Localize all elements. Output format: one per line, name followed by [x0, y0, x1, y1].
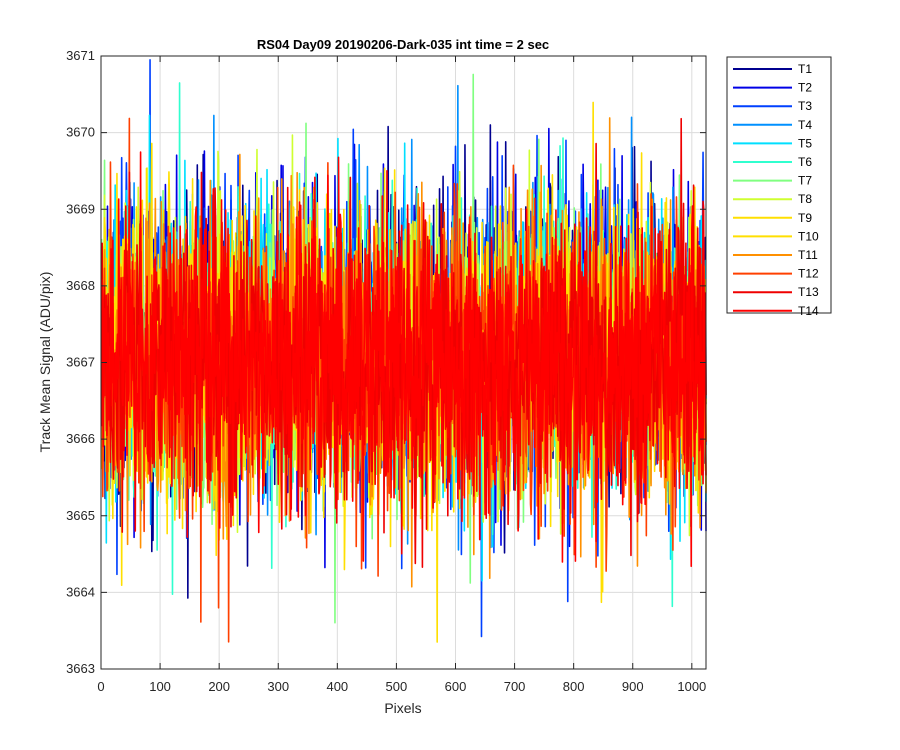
x-tick-label: 0	[97, 679, 104, 694]
x-tick-label: 300	[267, 679, 289, 694]
ticks	[100, 55, 706, 670]
x-tick-label: 100	[149, 679, 171, 694]
y-tick-label: 3671	[66, 48, 95, 63]
legend-label-t8: T8	[798, 192, 812, 206]
x-tick-labels: 0 100 200 300 400 500 600 700 800 900 1000	[97, 679, 706, 694]
y-tick-labels: 3663 3664 3665 3666 3667 3668 3669 3670 3671	[66, 48, 95, 676]
legend-label-t14: T14	[798, 304, 819, 318]
y-axis-label: Track Mean Signal (ADU/pix)	[37, 272, 53, 453]
x-axis-label: Pixels	[384, 700, 421, 716]
chart-title: RS04 Day09 20190206-Dark-035 int time = …	[257, 37, 549, 52]
x-tick-label: 200	[208, 679, 230, 694]
legend-label-t1: T1	[798, 62, 812, 76]
legend: T1 T2 T3 T4 T5 T6 T7 T8 T9 T10 T11 T12 T13 T14	[733, 62, 819, 318]
y-tick-label: 3669	[66, 201, 95, 216]
legend-label-t2: T2	[798, 81, 812, 95]
legend-label-t9: T9	[798, 211, 812, 225]
y-tick-label: 3667	[66, 355, 95, 370]
x-tick-label: 600	[445, 679, 467, 694]
x-tick-label: 1000	[677, 679, 706, 694]
legend-label-t4: T4	[798, 118, 812, 132]
y-tick-label: 3668	[66, 278, 95, 293]
x-tick-label: 800	[563, 679, 585, 694]
legend-label-t3: T3	[798, 99, 812, 113]
legend-label-t11: T11	[798, 248, 818, 262]
series-line-t14	[100, 151, 707, 567]
legend-label-t13: T13	[798, 285, 819, 299]
y-tick-label: 3664	[66, 584, 95, 599]
y-tick-label: 3665	[66, 508, 95, 523]
x-tick-label: 700	[504, 679, 526, 694]
x-tick-label: 900	[622, 679, 644, 694]
legend-label-t12: T12	[798, 267, 819, 281]
legend-label-t7: T7	[798, 174, 812, 188]
series-lines	[100, 59, 707, 643]
y-tick-label: 3670	[66, 125, 95, 140]
legend-label-t10: T10	[798, 229, 819, 243]
y-tick-label: 3663	[66, 661, 95, 676]
y-tick-label: 3666	[66, 431, 95, 446]
series-line-t13	[100, 117, 707, 568]
x-tick-label: 400	[326, 679, 348, 694]
x-tick-label: 500	[386, 679, 408, 694]
legend-label-t5: T5	[798, 136, 812, 150]
legend-box	[726, 56, 832, 314]
legend-label-t6: T6	[798, 155, 812, 169]
